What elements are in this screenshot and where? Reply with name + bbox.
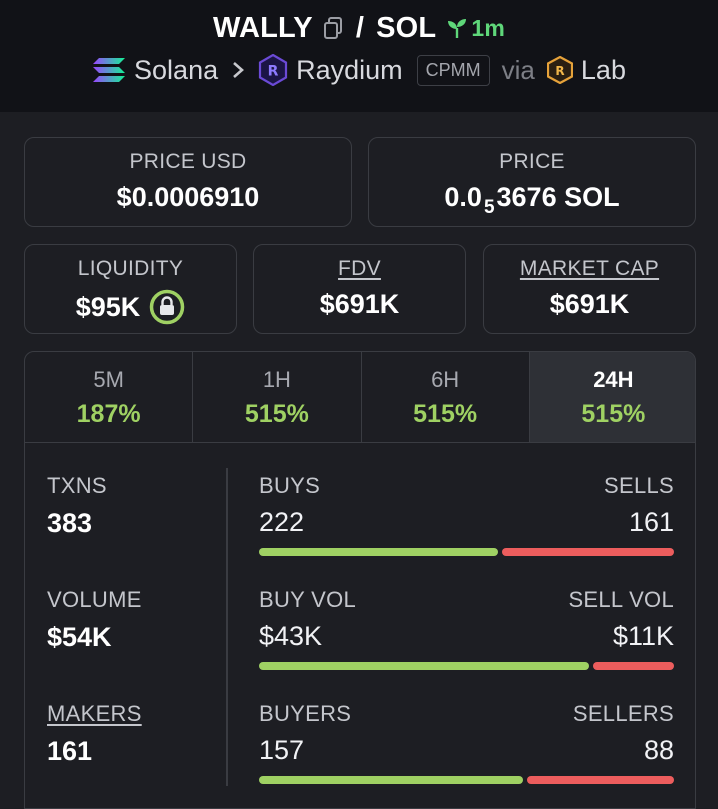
source-name[interactable]: Lab (580, 54, 626, 85)
traders-split-bar (259, 776, 674, 784)
tab-change: 515% (581, 400, 646, 428)
pool-type-badge: CPMM (416, 54, 490, 86)
lock-icon[interactable] (149, 289, 185, 325)
volume-stat: VOLUME $54K (47, 587, 142, 653)
token-symbol: WALLY (213, 11, 313, 44)
pair-age: 1m (446, 15, 505, 42)
tab-1h[interactable]: 1H 515% (193, 352, 362, 442)
tab-change: 515% (413, 400, 478, 428)
buy-vol-label: BUY VOL (259, 587, 357, 612)
solana-logo-icon (92, 57, 126, 83)
pair-title: WALLY / SOL 1m (0, 8, 718, 48)
tab-label: 6H (431, 367, 460, 392)
sell-bar-segment (501, 548, 674, 556)
price-zero-count: 5 (483, 196, 495, 218)
tab-5m[interactable]: 5M 187% (25, 352, 194, 442)
buy-bar-segment (259, 662, 589, 670)
trade-stats-panel: 5M 187% 1H 515% 6H 515% 24H 515% TXNS 38… (24, 351, 696, 809)
price-native-card: PRICE 0.0 5 3676 SOL (368, 137, 696, 227)
pair-route: Solana R Raydium CPMM via R Lab (0, 50, 718, 90)
price-usd-card: PRICE USD $0.0006910 (24, 137, 352, 227)
makers-label[interactable]: MAKERS (47, 701, 142, 726)
traders-split-row: BUYERS SELLERS 157 88 (259, 701, 674, 784)
age-value: 1m (471, 14, 505, 41)
volume-label: VOLUME (47, 587, 142, 612)
fdv-label[interactable]: FDV (338, 257, 381, 280)
liquidity-value-row: $95K (25, 289, 236, 325)
fdv-card[interactable]: FDV $691K (253, 244, 466, 334)
pair-header: WALLY / SOL 1m (0, 0, 718, 112)
dex-name[interactable]: Raydium (296, 54, 403, 85)
market-cap-value: $691K (549, 289, 630, 319)
makers-stat[interactable]: MAKERS 161 (47, 701, 142, 767)
txns-stat: TXNS 383 (47, 473, 107, 539)
buy-bar-segment (259, 776, 523, 784)
sell-vol-value: $11K (612, 621, 674, 651)
copy-icon[interactable] (322, 16, 344, 40)
buyers-value: 157 (259, 735, 305, 765)
pair-separator: / (355, 11, 365, 44)
liquidity-value: $95K (75, 291, 141, 322)
via-text: via (501, 54, 535, 85)
raydium-logo-icon: R (258, 54, 288, 86)
sprout-icon (448, 19, 467, 38)
sellers-value: 88 (643, 735, 674, 765)
liquidity-label: LIQUIDITY (77, 257, 184, 280)
txns-value: 383 (47, 508, 93, 538)
buyers-label: BUYERS (259, 701, 352, 726)
txns-label: TXNS (47, 473, 107, 498)
chain-name[interactable]: Solana (134, 54, 219, 85)
market-cap-label[interactable]: MARKET CAP (519, 257, 660, 280)
quote-symbol: SOL (376, 11, 437, 44)
price-native-label: PRICE (499, 150, 565, 173)
lab-logo-icon: R (546, 56, 573, 84)
svg-text:R: R (268, 64, 279, 80)
makers-value: 161 (47, 736, 93, 766)
tab-24h[interactable]: 24H 515% (529, 352, 695, 442)
sells-label: SELLS (604, 473, 674, 498)
volume-value: $54K (47, 622, 112, 652)
sell-vol-label: SELL VOL (568, 587, 674, 612)
market-cap-card[interactable]: MARKET CAP $691K (483, 244, 696, 334)
chevron-right-icon (232, 61, 245, 79)
buys-sells-bar (259, 548, 674, 556)
sell-bar-segment (593, 662, 674, 670)
sells-value: 161 (628, 507, 674, 537)
timeframe-tabs: 5M 187% 1H 515% 6H 515% 24H 515% (25, 352, 695, 443)
fdv-value: $691K (319, 289, 400, 319)
svg-text:R: R (555, 64, 564, 78)
price-suffix: 3676 SOL (496, 182, 620, 212)
buys-label: BUYS (259, 473, 321, 498)
stats-divider (226, 468, 228, 786)
buys-value: 222 (259, 507, 305, 537)
price-usd-value: $0.0006910 (116, 182, 260, 212)
price-native-value: 0.0 5 3676 SOL (369, 182, 695, 218)
volume-split-bar (259, 662, 674, 670)
tab-label: 5M (93, 367, 124, 392)
sellers-label: SELLERS (572, 701, 674, 726)
buys-sells-row: BUYS SELLS 222 161 (259, 473, 674, 556)
sell-bar-segment (526, 776, 674, 784)
buy-bar-segment (259, 548, 498, 556)
tab-change: 187% (76, 400, 141, 428)
tab-label: 1H (262, 367, 291, 392)
tab-change: 515% (244, 400, 309, 428)
tab-6h[interactable]: 6H 515% (362, 352, 530, 442)
tab-label: 24H (593, 367, 634, 392)
volume-split-row: BUY VOL SELL VOL $43K $11K (259, 587, 674, 670)
price-prefix: 0.0 (444, 182, 482, 212)
price-usd-label: PRICE USD (129, 150, 247, 173)
liquidity-card: LIQUIDITY $95K (24, 244, 237, 334)
buy-vol-value: $43K (259, 621, 323, 651)
